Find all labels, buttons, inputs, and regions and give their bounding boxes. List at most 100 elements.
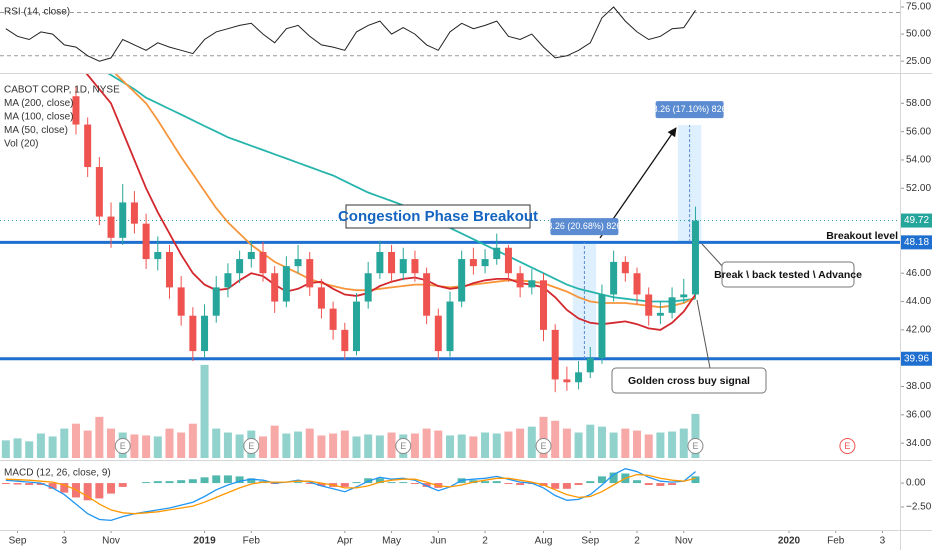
volume-bar	[60, 428, 69, 458]
volume-bar	[212, 428, 221, 458]
volume-bar	[469, 436, 478, 458]
x-tick-label: 2020	[778, 536, 801, 547]
macd-histogram-bar	[691, 476, 700, 484]
candle-body	[458, 259, 466, 302]
macd-histogram-bar	[656, 483, 665, 486]
candle-body	[72, 96, 80, 125]
volume-bar	[177, 432, 186, 458]
callout-text: Break \ back tested \ Advance	[714, 269, 862, 281]
heading-annotation: Congestion Phase Breakout	[338, 208, 538, 225]
candle-body	[656, 312, 664, 316]
event-marker	[535, 438, 552, 454]
volume-bar	[387, 432, 396, 458]
x-tick-label: Sep	[581, 536, 599, 547]
volume-bar	[95, 416, 104, 458]
event-marker	[687, 438, 704, 454]
y-tick-label: 52.00	[906, 183, 931, 194]
macd-histogram-bar	[410, 483, 419, 485]
y-tick-label: 42.00	[906, 325, 931, 336]
candle-body	[434, 315, 442, 352]
volume-bar	[551, 420, 560, 458]
y-tick-label: 38.00	[906, 381, 931, 392]
candle-body	[633, 273, 641, 295]
level-label: 48.18	[904, 237, 929, 248]
event-label: E	[844, 441, 850, 451]
x-tick-label: 2	[482, 536, 488, 547]
candle-body	[177, 287, 185, 316]
volume-bar	[504, 431, 513, 458]
volume-bar	[13, 438, 22, 458]
event-label: E	[692, 441, 698, 451]
volume-bar	[434, 430, 443, 458]
volume-bar	[668, 431, 677, 458]
candle-body	[95, 167, 103, 217]
event-label: E	[400, 441, 406, 451]
candle-body	[481, 259, 489, 267]
candle-body	[201, 315, 209, 352]
macd-histogram-bar	[177, 480, 186, 484]
legend-entry: Vol (20)	[4, 139, 38, 150]
macd-histogram-bar	[188, 479, 197, 484]
volume-bar	[446, 435, 454, 458]
candle-body	[621, 261, 629, 274]
event-label: E	[120, 441, 126, 451]
y-tick-label: 25.00	[906, 56, 931, 67]
x-tick-label: Feb	[827, 536, 845, 547]
volume-bar	[282, 433, 291, 458]
candle-body	[236, 259, 244, 274]
callout-line	[701, 243, 725, 269]
volume-bar	[305, 428, 314, 458]
volume-bar	[165, 428, 174, 458]
volume-bar	[364, 434, 373, 458]
series-layer	[1, 6, 700, 522]
candle-body	[446, 301, 454, 352]
candle-body	[516, 273, 524, 288]
macd-histogram-bar	[142, 482, 151, 484]
macd-histogram-bar	[644, 483, 653, 485]
volume-bar	[130, 434, 139, 458]
macd-histogram-bar	[235, 476, 244, 484]
candle-body	[598, 294, 606, 359]
candle-body	[282, 266, 290, 302]
candle-body	[189, 315, 197, 352]
volume-bar	[188, 423, 197, 458]
macd-histogram-bar	[504, 483, 513, 485]
volume-bar	[644, 434, 653, 458]
candle-body	[575, 372, 583, 383]
candle-body	[224, 273, 232, 288]
callout-box	[721, 261, 855, 288]
macd-histogram-bar	[165, 481, 174, 484]
macd-histogram-bar	[597, 476, 606, 484]
volume-bar	[235, 434, 244, 458]
macd-histogram-bar	[48, 483, 57, 489]
volume-bar	[410, 433, 419, 458]
volume-bar	[36, 433, 45, 458]
legend-entry: MA (50, close)	[4, 125, 68, 136]
candle-body	[165, 251, 173, 288]
volume-bar	[574, 432, 583, 458]
candle-body	[586, 358, 594, 373]
macd-histogram-bar	[375, 478, 384, 484]
x-tick-label: 2	[634, 536, 640, 547]
macd-histogram-bar	[399, 482, 408, 484]
signal-line	[5, 473, 696, 515]
x-tick-label: Jun	[430, 536, 446, 547]
macd-histogram-bar	[153, 481, 162, 484]
measure-tag	[550, 218, 619, 236]
volume-bar	[340, 430, 349, 458]
x-tick-label: 3	[880, 536, 886, 547]
rsi-line	[5, 6, 696, 62]
candle-body	[411, 259, 419, 274]
candle-body	[352, 301, 360, 352]
callout-line	[696, 299, 711, 369]
legend-entry: MA (100, close)	[4, 112, 73, 123]
macd-histogram-bar	[574, 483, 583, 485]
candle-body	[691, 220, 699, 295]
x-tick-label: 3	[62, 536, 68, 547]
legend-entry: MA (200, close)	[4, 98, 73, 109]
candle-body	[341, 329, 349, 352]
breakout-label: Breakout level	[826, 230, 898, 242]
candle-body	[107, 216, 115, 238]
candle-body	[423, 273, 431, 316]
